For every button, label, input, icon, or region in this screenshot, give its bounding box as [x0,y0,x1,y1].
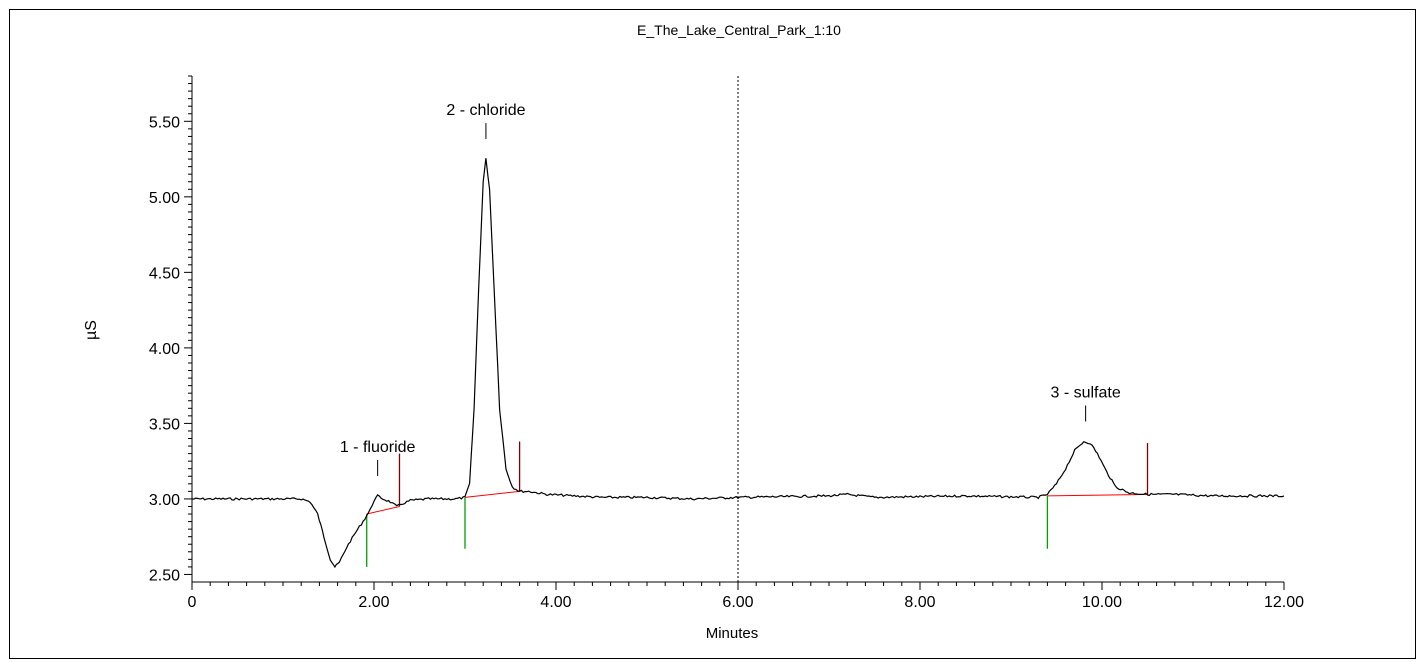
chart-frame: E_The_Lake_Central_Park_1:10 0 2.00 4.00 6.… [9,9,1416,659]
y-tick-label: 2.50 [149,567,180,584]
y-axis-label: µS [83,320,100,340]
baselines [366,490,1148,515]
x-tick-label: 8.00 [904,594,935,611]
peak-label: 1 - fluoride [340,439,416,456]
baseline-segment [464,490,520,498]
x-tick-label: 4.00 [540,594,571,611]
x-tick-label: 12.00 [1264,594,1304,611]
series-layer [191,158,1285,569]
x-tick-label: 2.00 [358,594,389,611]
y-tick-label: 3.00 [149,492,180,509]
y-tick-label: 4.00 [149,341,180,358]
y-tick-label: 3.50 [149,416,180,433]
y-tick-label: 4.50 [149,265,180,282]
peak-label: 2 - chloride [446,102,525,119]
y-tick-label: 5.50 [149,114,180,131]
signal-trace [191,158,1285,569]
integration-marks [366,441,1149,567]
baseline-segment [1047,493,1148,497]
y-tick-label: 5.00 [149,190,180,207]
chart-title: E_The_Lake_Central_Park_1:10 [637,22,841,38]
peak-label: 3 - sulfate [1050,385,1120,402]
x-tick-label: 0 [188,594,197,611]
x-tick-label: 10.00 [1082,594,1122,611]
chromatogram-chart: E_The_Lake_Central_Park_1:10 0 2.00 4.00 6.… [83,22,1304,642]
x-axis-label: Minutes [706,625,759,642]
x-tick-label: 6.00 [722,594,753,611]
baseline-segment [366,505,400,515]
peak-labels: 1 - fluoride 2 - chloride 3 - sulfate [340,102,1121,476]
axes: 0 2.00 4.00 6.00 8.00 10.00 12.00 2.50 3.00 3.50 4… [149,75,1304,611]
